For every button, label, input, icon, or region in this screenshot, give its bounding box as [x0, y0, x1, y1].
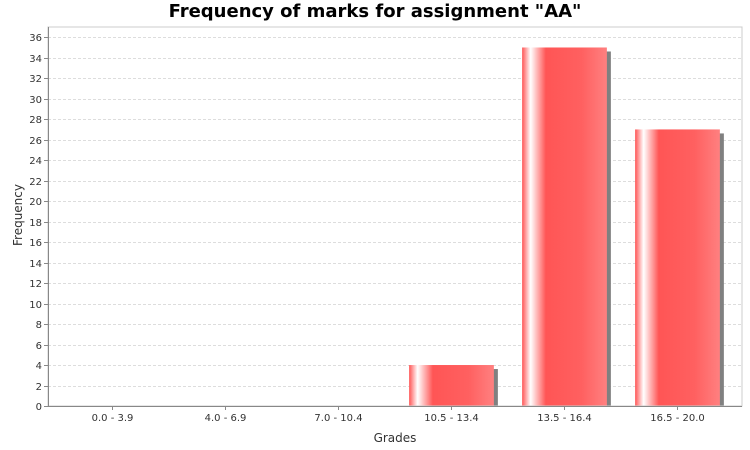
x-tick-label: 0.0 - 3.9 — [92, 413, 134, 424]
y-tick-label: 2 — [36, 382, 42, 393]
gridlines — [48, 37, 742, 387]
y-tick-label: 24 — [29, 156, 42, 167]
y-tick-label: 34 — [29, 54, 42, 65]
y-tick-label: 36 — [29, 33, 42, 44]
chart-title: Frequency of marks for assignment "AA" — [168, 1, 582, 22]
y-tick-label: 4 — [36, 361, 42, 372]
y-tick-label: 20 — [29, 197, 42, 208]
bars — [409, 47, 724, 407]
y-tick-label: 14 — [29, 259, 42, 270]
y-tick-label: 30 — [29, 95, 42, 106]
x-axis-label: Grades — [374, 431, 417, 445]
y-tick-label: 12 — [29, 279, 42, 290]
x-tick-label: 16.5 - 20.0 — [650, 413, 705, 424]
y-tick-label: 22 — [29, 177, 42, 188]
x-tick-label: 10.5 - 13.4 — [424, 413, 479, 424]
y-tick-label: 8 — [36, 320, 42, 331]
y-tick-label: 28 — [29, 115, 42, 126]
x-tick-label: 13.5 - 16.4 — [537, 413, 592, 424]
y-tick-label: 10 — [29, 300, 42, 311]
x-tick-label: 4.0 - 6.9 — [205, 413, 247, 424]
x-tick-label: 7.0 - 10.4 — [314, 413, 362, 424]
y-tick-label: 0 — [36, 402, 42, 413]
y-tick-label: 18 — [29, 218, 42, 229]
y-axis-label: Frequency — [11, 184, 25, 246]
bar — [409, 365, 494, 406]
bar — [522, 47, 607, 407]
y-tick-label: 32 — [29, 74, 42, 85]
y-tick-label: 6 — [36, 341, 42, 352]
y-tick-label: 16 — [29, 238, 42, 249]
y-tick-label: 26 — [29, 136, 42, 147]
bar — [635, 129, 720, 406]
